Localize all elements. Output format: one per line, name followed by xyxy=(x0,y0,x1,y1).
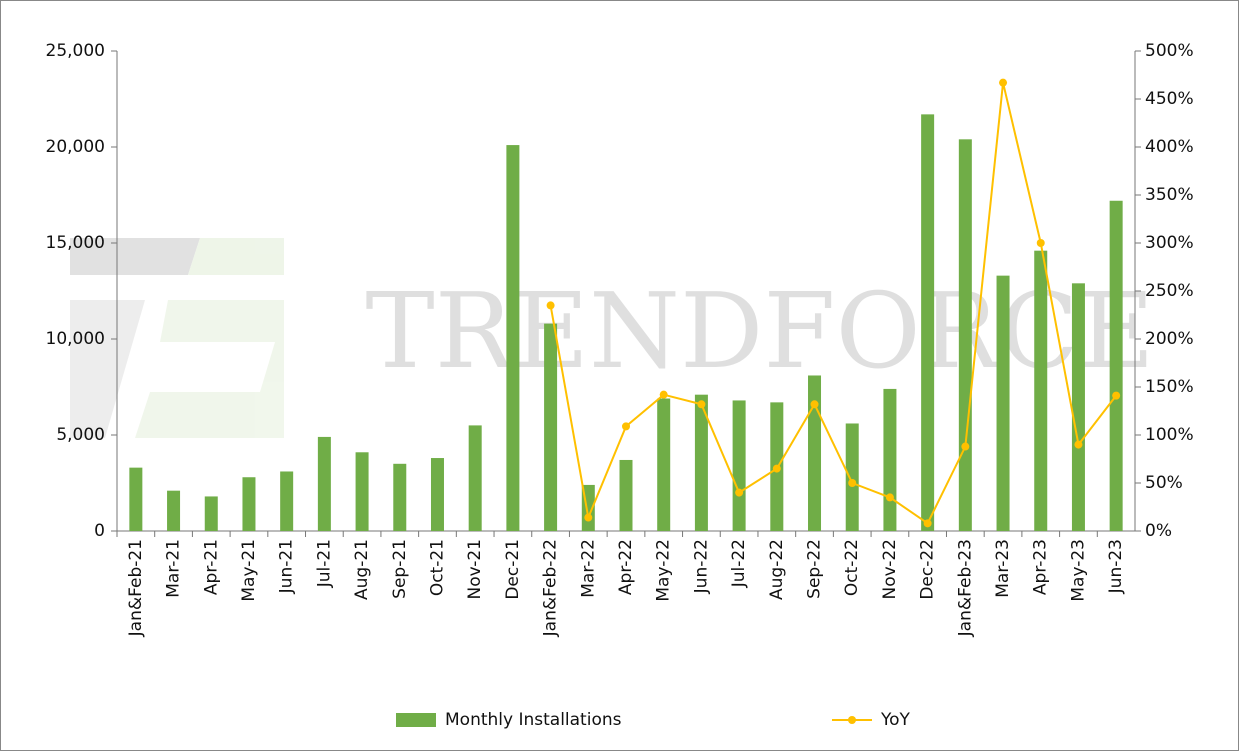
bar xyxy=(506,145,520,531)
y-tick-label: 0 xyxy=(94,521,105,541)
x-tick-label: Apr-21 xyxy=(201,539,221,595)
x-tick-label: Jul-21 xyxy=(314,539,334,588)
y2-tick-label: 50% xyxy=(1145,473,1183,493)
x-tick-label: Oct-22 xyxy=(842,539,862,596)
bar xyxy=(393,463,407,531)
bar xyxy=(883,388,897,531)
x-tick-label: Dec-21 xyxy=(503,539,523,600)
line-marker xyxy=(961,442,970,451)
line xyxy=(549,82,1117,525)
y-tick-label: 10,000 xyxy=(46,329,105,349)
x-tick-label: Nov-22 xyxy=(880,539,900,600)
y2-tick-label: 100% xyxy=(1145,425,1194,445)
line-marker xyxy=(810,400,819,409)
line-marker xyxy=(999,78,1008,87)
line-marker xyxy=(584,513,593,522)
x-tick-label: Nov-21 xyxy=(465,539,485,600)
line-marker xyxy=(848,479,857,487)
x-tick-label: Apr-23 xyxy=(1031,539,1051,595)
legend-label: YoY xyxy=(880,710,911,730)
x-tick-label: Dec-22 xyxy=(918,539,938,600)
legend-swatch xyxy=(396,713,436,727)
y2-tick-label: 200% xyxy=(1145,329,1194,349)
x-tick-label: Jul-22 xyxy=(729,539,749,588)
line-marker xyxy=(885,493,894,502)
x-tick-label: Jun-23 xyxy=(1106,539,1126,594)
bar xyxy=(732,400,746,531)
y-tick-label: 20,000 xyxy=(46,137,105,157)
bar xyxy=(996,275,1010,531)
x-tick-label: Jan&Feb-21 xyxy=(126,539,146,637)
bar xyxy=(657,398,671,531)
y2-tick-label: 350% xyxy=(1145,185,1194,205)
y-tick-label: 5,000 xyxy=(56,425,105,445)
bar xyxy=(280,471,294,531)
bar xyxy=(958,139,972,531)
bar xyxy=(167,490,181,531)
x-tick-label: Jun-21 xyxy=(277,539,297,594)
y-tick-label: 15,000 xyxy=(46,233,105,253)
x-tick-label: May-21 xyxy=(239,539,259,602)
y2-tick-label: 400% xyxy=(1145,137,1194,157)
y2-tick-label: 450% xyxy=(1145,89,1194,109)
x-tick-label: Sep-21 xyxy=(390,539,410,599)
x-tick-label: Jun-22 xyxy=(691,539,711,594)
bar xyxy=(1109,200,1123,531)
line-marker xyxy=(697,400,706,409)
bar xyxy=(694,394,708,531)
bar xyxy=(355,452,369,531)
legend-swatch xyxy=(848,716,856,724)
bar xyxy=(204,496,218,531)
bar xyxy=(845,423,859,531)
bar xyxy=(317,436,331,531)
x-tick-label: Mar-23 xyxy=(993,539,1013,598)
bar xyxy=(430,458,444,531)
bar xyxy=(808,375,822,531)
y2-tick-label: 150% xyxy=(1145,377,1194,397)
bar xyxy=(544,323,558,531)
watermark-logo xyxy=(70,238,284,438)
x-tick-label: Oct-21 xyxy=(427,539,447,596)
x-tick-label: Aug-22 xyxy=(767,539,787,600)
x-tick-label: Aug-21 xyxy=(352,539,372,600)
y2-tick-label: 500% xyxy=(1145,41,1194,61)
bar xyxy=(1034,250,1048,531)
line-marker xyxy=(772,464,781,473)
line-marker xyxy=(923,519,932,528)
x-tick-label: May-23 xyxy=(1068,539,1088,602)
x-tick-label: Jan&Feb-22 xyxy=(541,539,561,637)
bar xyxy=(242,477,256,531)
line-marker xyxy=(1112,391,1121,400)
x-tick-label: Sep-22 xyxy=(805,539,825,599)
line-marker xyxy=(1074,440,1083,449)
x-tick-label: Jan&Feb-23 xyxy=(955,539,975,637)
bar xyxy=(468,425,482,531)
bar xyxy=(619,459,633,531)
y-tick-label: 25,000 xyxy=(46,41,105,61)
bar xyxy=(921,114,935,532)
y2-tick-label: 250% xyxy=(1145,281,1194,301)
line-marker xyxy=(622,422,630,431)
x-tick-label: Mar-22 xyxy=(578,539,598,598)
x-tick-label: May-22 xyxy=(654,539,674,602)
x-tick-label: Apr-22 xyxy=(616,539,636,595)
line-marker xyxy=(546,301,555,310)
bar xyxy=(129,467,143,531)
line-marker xyxy=(659,390,668,399)
bar xyxy=(1071,283,1085,531)
y2-tick-label: 0% xyxy=(1145,521,1172,541)
watermark-text: TRENDFORCE xyxy=(365,270,1154,392)
legend-label: Monthly Installations xyxy=(445,710,622,730)
line-marker xyxy=(735,488,744,497)
y2-tick-label: 300% xyxy=(1145,233,1194,253)
x-tick-label: Mar-21 xyxy=(164,539,184,598)
line-marker xyxy=(1036,239,1045,247)
